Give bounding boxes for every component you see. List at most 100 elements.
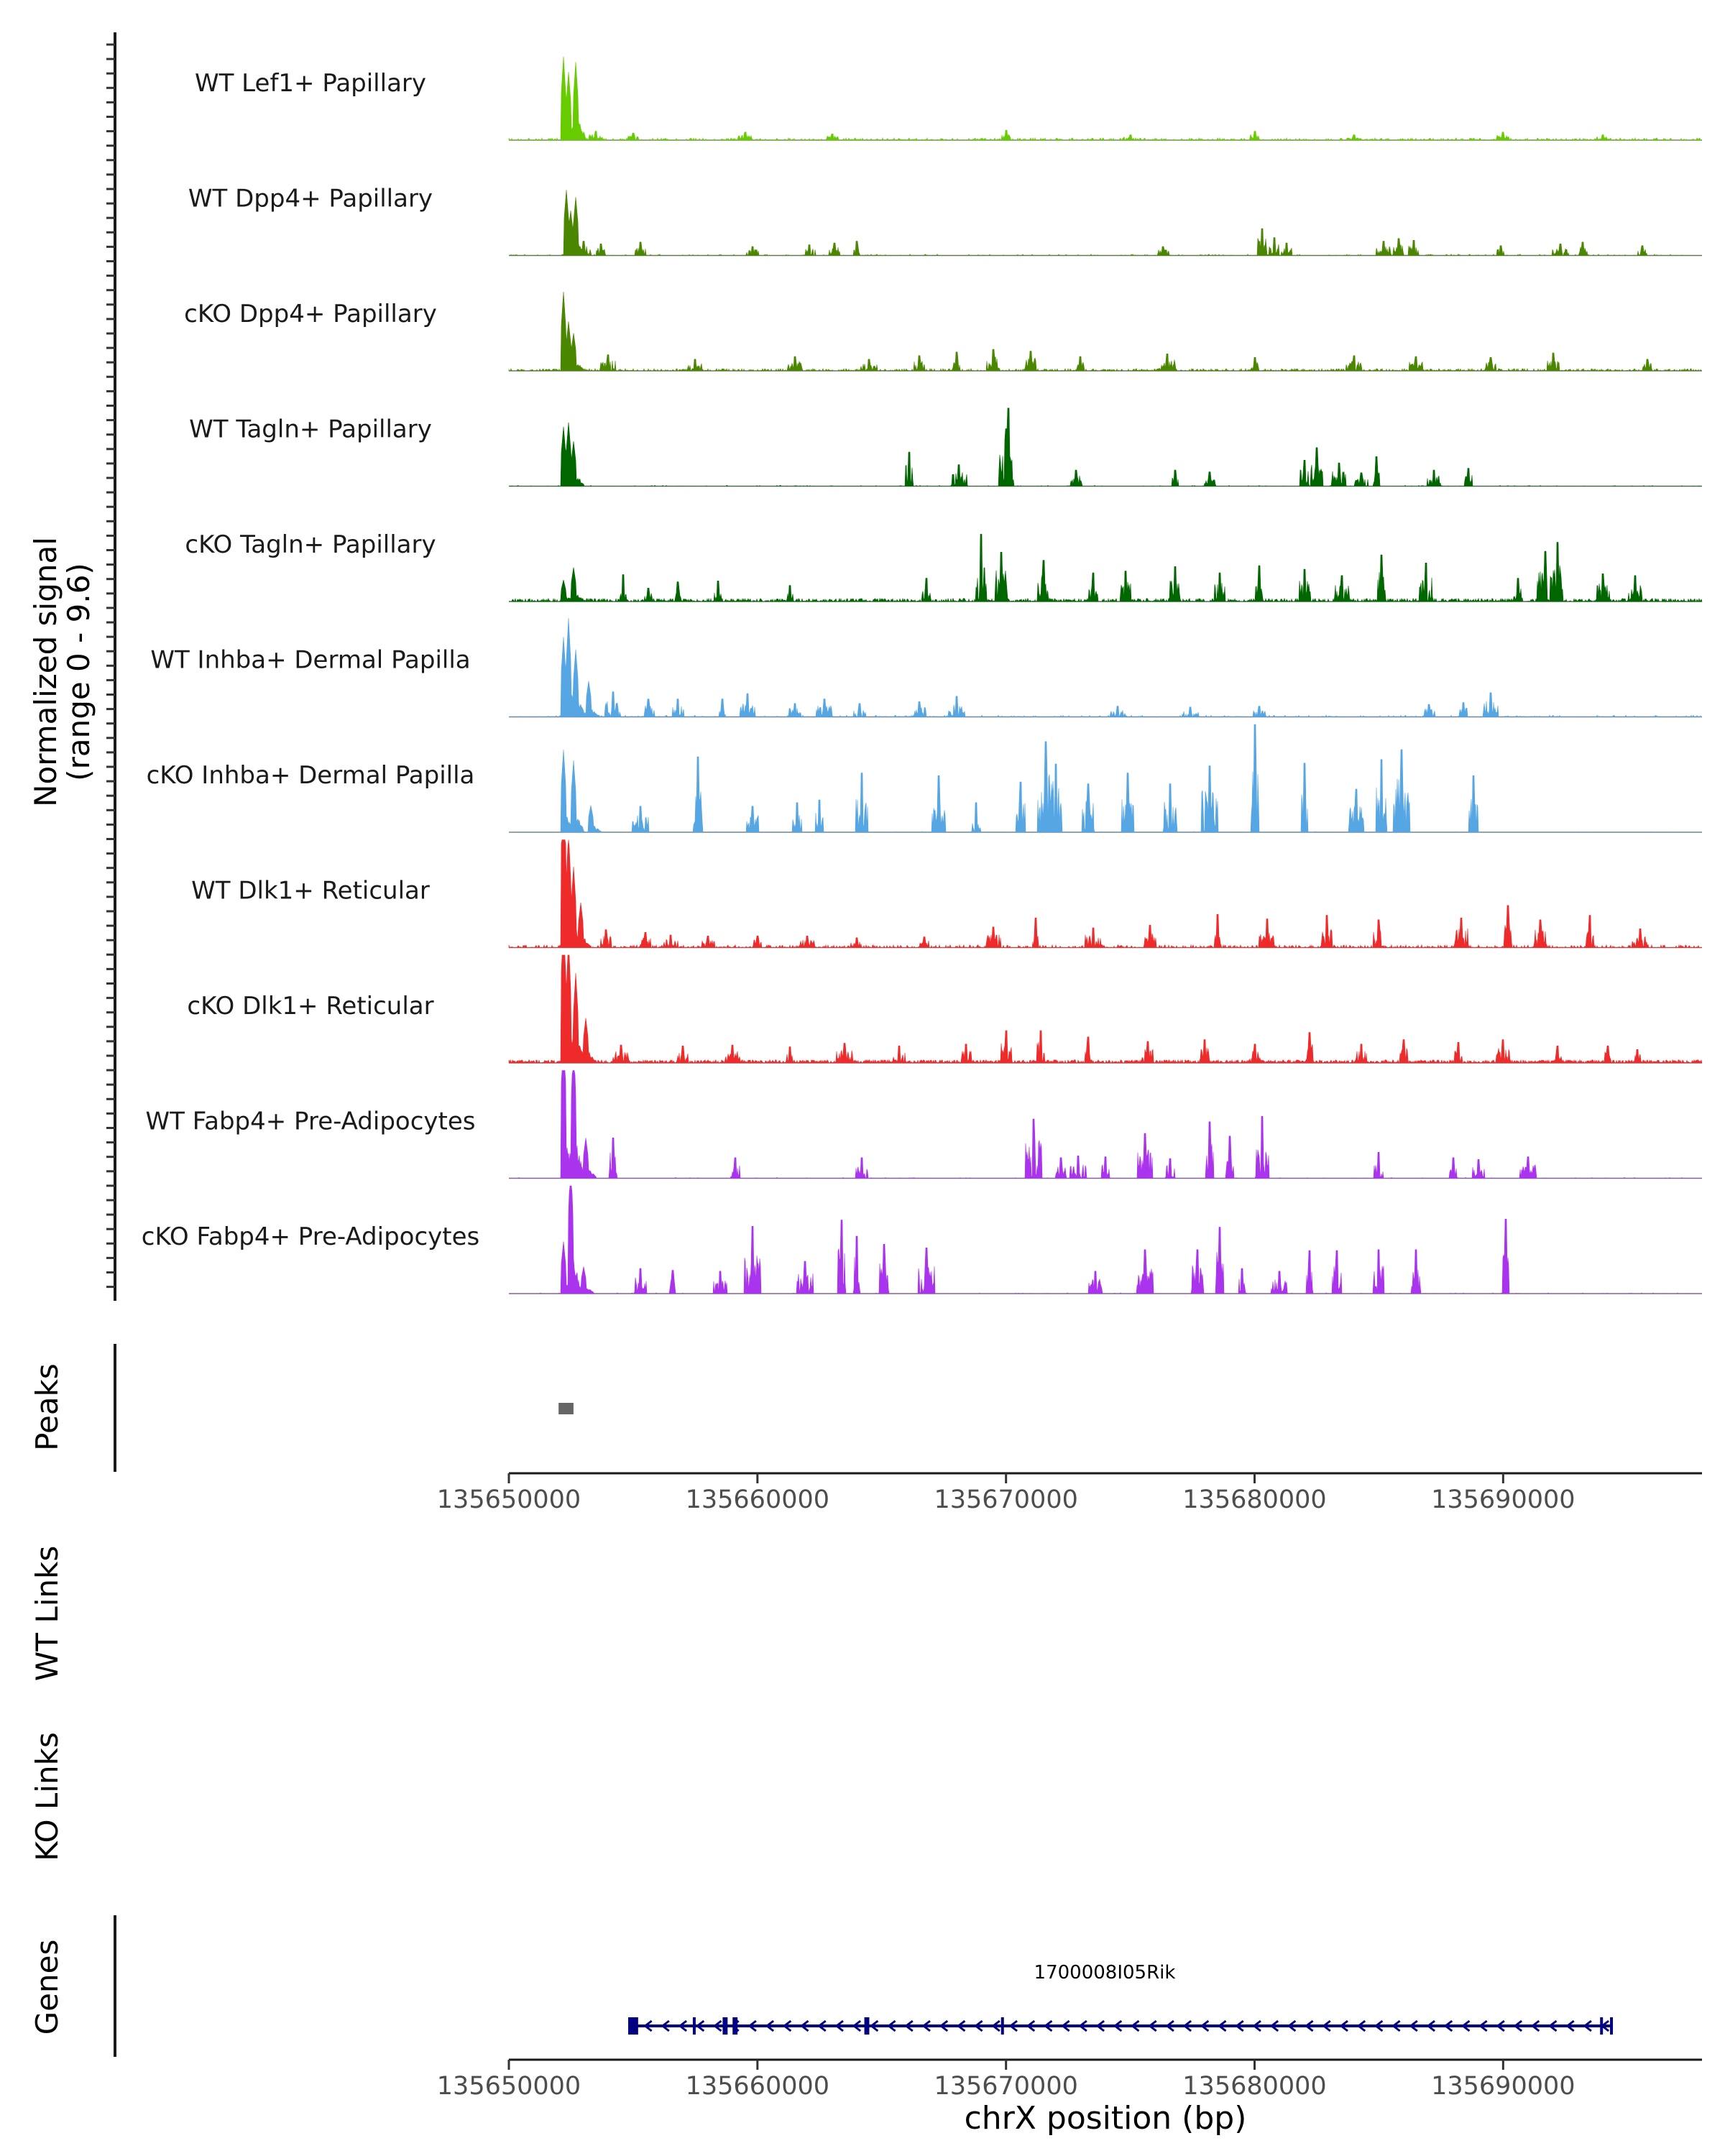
strand-arrow xyxy=(782,2019,792,2032)
x-tick-label: 135680000 xyxy=(1182,1485,1326,1514)
peak-regions xyxy=(558,1403,574,1414)
coverage-track: WT Tagln+ Papillary xyxy=(189,407,1702,487)
exon xyxy=(1600,2017,1604,2035)
strand-arrow xyxy=(1078,2019,1087,2032)
x-tick-label: 135650000 xyxy=(437,1485,581,1514)
strand-arrow xyxy=(1478,2019,1488,2032)
x-tick-label: 135670000 xyxy=(934,2072,1077,2101)
track-label: cKO Dpp4+ Papillary xyxy=(184,300,437,328)
strand-arrow xyxy=(1269,2019,1279,2032)
coverage-track: WT Dlk1+ Reticular xyxy=(191,839,1702,949)
strand-arrow xyxy=(956,2019,966,2032)
gene-name-label: 1700008I05Rik xyxy=(1034,1962,1176,1984)
strand-arrow xyxy=(1305,2019,1314,2032)
coverage-area xyxy=(509,407,1702,487)
strand-arrow xyxy=(921,2019,931,2032)
coverage-area xyxy=(508,534,1703,603)
coverage-track: cKO Dlk1+ Reticular xyxy=(187,954,1703,1064)
signal-y-ticks xyxy=(106,43,115,1289)
strand-arrow xyxy=(887,2019,896,2032)
y-label-line1: Normalized signal xyxy=(28,537,63,807)
strand-arrow xyxy=(1356,2019,1366,2032)
signal-y-label: Normalized signal (range 0 - 9.6) xyxy=(28,537,96,807)
side-axis-group: Normalized signal (range 0 - 9.6) xyxy=(28,32,116,1301)
top-x-axis: 135650000 135660000 135670000 135680000 1356… xyxy=(437,1472,1702,1514)
strand-arrow xyxy=(1026,2019,1036,2032)
strand-arrow xyxy=(1008,2019,1018,2032)
x-tick-label: 135650000 xyxy=(437,2072,581,2101)
strand-arrow xyxy=(1530,2019,1540,2032)
strand-arrow xyxy=(1496,2019,1505,2032)
coverage-track: cKO Dpp4+ Papillary xyxy=(184,291,1702,372)
strand-arrow xyxy=(1218,2019,1227,2032)
strand-arrow xyxy=(643,2019,653,2032)
coverage-area xyxy=(508,56,1702,141)
exon xyxy=(864,2017,870,2035)
coverage-tracks: WT Lef1+ Papillary WT Dpp4+ Papillary cKO … xyxy=(142,56,1703,1294)
strand-arrow xyxy=(1044,2019,1053,2032)
coverage-track: WT Lef1+ Papillary xyxy=(195,56,1702,141)
track-label: cKO Dlk1+ Reticular xyxy=(187,992,433,1021)
track-label: cKO Fabp4+ Pre-Adipocytes xyxy=(142,1222,480,1251)
coverage-area xyxy=(509,190,1702,257)
exon xyxy=(1000,2017,1004,2035)
coverage-area xyxy=(508,954,1703,1064)
strand-arrow xyxy=(1322,2019,1331,2032)
coverage-area xyxy=(509,724,1702,833)
coverage-area xyxy=(508,839,1702,949)
strand-arrow xyxy=(661,2019,670,2032)
coverage-area xyxy=(509,1070,1702,1179)
bottom-x-axis: 135650000 135660000 135670000 135680000 1356… xyxy=(437,2058,1702,2137)
strand-arrow xyxy=(869,2019,879,2032)
genes-label: Genes xyxy=(29,1940,65,2035)
strand-arrow xyxy=(904,2019,914,2032)
x-axis-title: chrX position (bp) xyxy=(965,2100,1247,2137)
x-tick-label: 135660000 xyxy=(686,2072,829,2101)
track-label: WT Fabp4+ Pre-Adipocytes xyxy=(146,1107,476,1136)
track-label: cKO Tagln+ Papillary xyxy=(185,530,436,559)
strand-arrow xyxy=(1095,2019,1105,2032)
x-tick-label: 135680000 xyxy=(1182,2072,1326,2101)
strand-arrow xyxy=(713,2019,722,2032)
strand-arrow xyxy=(1548,2019,1558,2032)
strand-arrow xyxy=(974,2019,983,2032)
strand-arrow xyxy=(1461,2019,1471,2032)
coverage-area xyxy=(508,291,1702,372)
strand-arrow xyxy=(1426,2019,1435,2032)
exon xyxy=(628,2017,638,2035)
exon xyxy=(722,2017,728,2035)
gene-model xyxy=(628,2017,1614,2035)
strand-arrow xyxy=(939,2019,949,2032)
strand-arrow xyxy=(1165,2019,1174,2032)
strand-arrow xyxy=(1565,2019,1575,2032)
strand-arrow xyxy=(1182,2019,1192,2032)
coverage-track: cKO Tagln+ Papillary xyxy=(185,530,1703,603)
track-label: WT Tagln+ Papillary xyxy=(189,415,432,444)
track-label: cKO Inhba+ Dermal Papilla xyxy=(147,761,475,790)
coverage-track: WT Inhba+ Dermal Papilla xyxy=(150,617,1702,718)
track-label: WT Dlk1+ Reticular xyxy=(191,877,430,906)
exon xyxy=(732,2017,738,2035)
strand-arrow xyxy=(817,2019,827,2032)
x-tick-label: 135690000 xyxy=(1431,1485,1575,1514)
strand-arrow xyxy=(748,2019,757,2032)
strand-arrow xyxy=(678,2019,688,2032)
strand-arrow xyxy=(834,2019,844,2032)
exon xyxy=(692,2017,696,2035)
links-panels: WT Links KO Links xyxy=(29,1546,65,1861)
strand-arrow xyxy=(1409,2019,1418,2032)
top-x-ticks: 135650000 135660000 135670000 135680000 1356… xyxy=(437,1473,1576,1514)
track-label: WT Inhba+ Dermal Papilla xyxy=(150,646,470,675)
strand-arrow xyxy=(1235,2019,1244,2032)
strand-arrow xyxy=(991,2019,1000,2032)
strand-arrow xyxy=(852,2019,862,2032)
track-label: WT Lef1+ Papillary xyxy=(195,69,426,98)
coverage-area xyxy=(509,617,1702,718)
strand-arrow xyxy=(1113,2019,1123,2032)
strand-arrow xyxy=(1287,2019,1297,2032)
strand-arrow xyxy=(1061,2019,1070,2032)
exon xyxy=(1610,2017,1614,2035)
track-label: WT Dpp4+ Papillary xyxy=(188,185,433,213)
coverage-track: cKO Inhba+ Dermal Papilla xyxy=(147,724,1702,833)
